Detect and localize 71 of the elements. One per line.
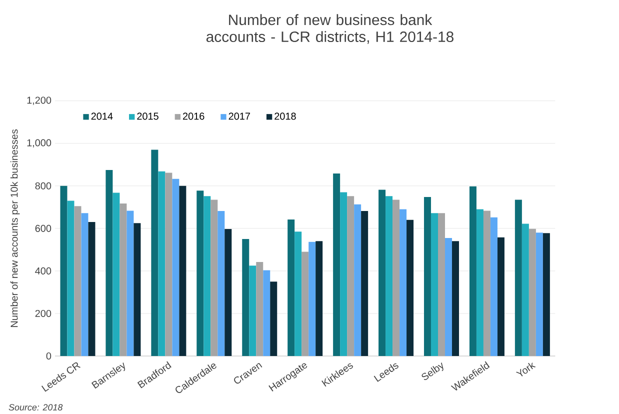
bar [88,222,96,356]
legend-label: 2015 [137,112,158,120]
bar [392,200,400,356]
y-tick-label: 600 [35,224,52,232]
bar [347,196,354,356]
bar [242,239,250,356]
bar [60,186,68,356]
bar [172,178,180,356]
legend-label: 2018 [274,112,296,120]
bar [67,200,74,356]
y-axis-title: Number of new accounts per 10k businesses [10,129,20,328]
bar [151,150,158,356]
source-note: Source: 2018 [8,404,63,410]
y-tick-label: 800 [35,182,52,190]
bar [483,210,490,356]
bar [476,209,484,356]
bar [210,200,218,356]
bar [386,196,393,356]
bar [430,213,438,356]
bar [256,262,264,356]
legend-label: 2017 [228,112,250,120]
y-tick-label: 200 [35,310,52,317]
bar [469,186,476,356]
bar [288,219,295,356]
bar [444,238,452,356]
y-tick-label: 0 [46,352,52,360]
bar [120,204,127,356]
bar [112,192,120,356]
bar [302,252,309,356]
y-tick-label: 1,200 [27,96,52,105]
bar [196,190,204,356]
bar [490,217,498,356]
bar [224,229,232,356]
bar [249,266,256,356]
bar [165,172,172,356]
bar [438,213,445,356]
legend-label: 2014 [91,112,113,120]
y-tick-label: 400 [35,267,52,274]
bar [452,241,459,356]
bar [424,196,431,356]
bar [333,174,340,356]
bar [361,210,368,356]
bar [340,192,348,356]
bar [218,210,225,356]
x-tick-label: York [516,362,536,376]
bar [74,206,82,356]
bar [294,232,302,356]
bar [316,241,323,356]
bar [497,237,504,356]
chart-title: Number of new business bank accounts - LCR districts, H1 2014-18 [206,14,454,44]
bar [542,233,550,356]
bar [354,204,362,356]
bar [378,190,386,356]
bar [263,270,270,356]
bar [528,228,536,356]
bar [106,170,113,356]
bar [514,200,522,356]
y-tick-label: 1,000 [27,139,52,148]
bar [179,186,186,356]
bar [204,196,211,356]
bar [522,224,529,356]
bar [308,242,316,356]
bar [270,282,278,356]
bar [406,220,414,356]
bar [134,223,141,356]
bar [81,213,88,356]
bar [158,171,166,356]
bar [400,209,407,356]
legend-label: 2016 [182,112,204,120]
bar [536,232,543,356]
bar [126,210,134,356]
